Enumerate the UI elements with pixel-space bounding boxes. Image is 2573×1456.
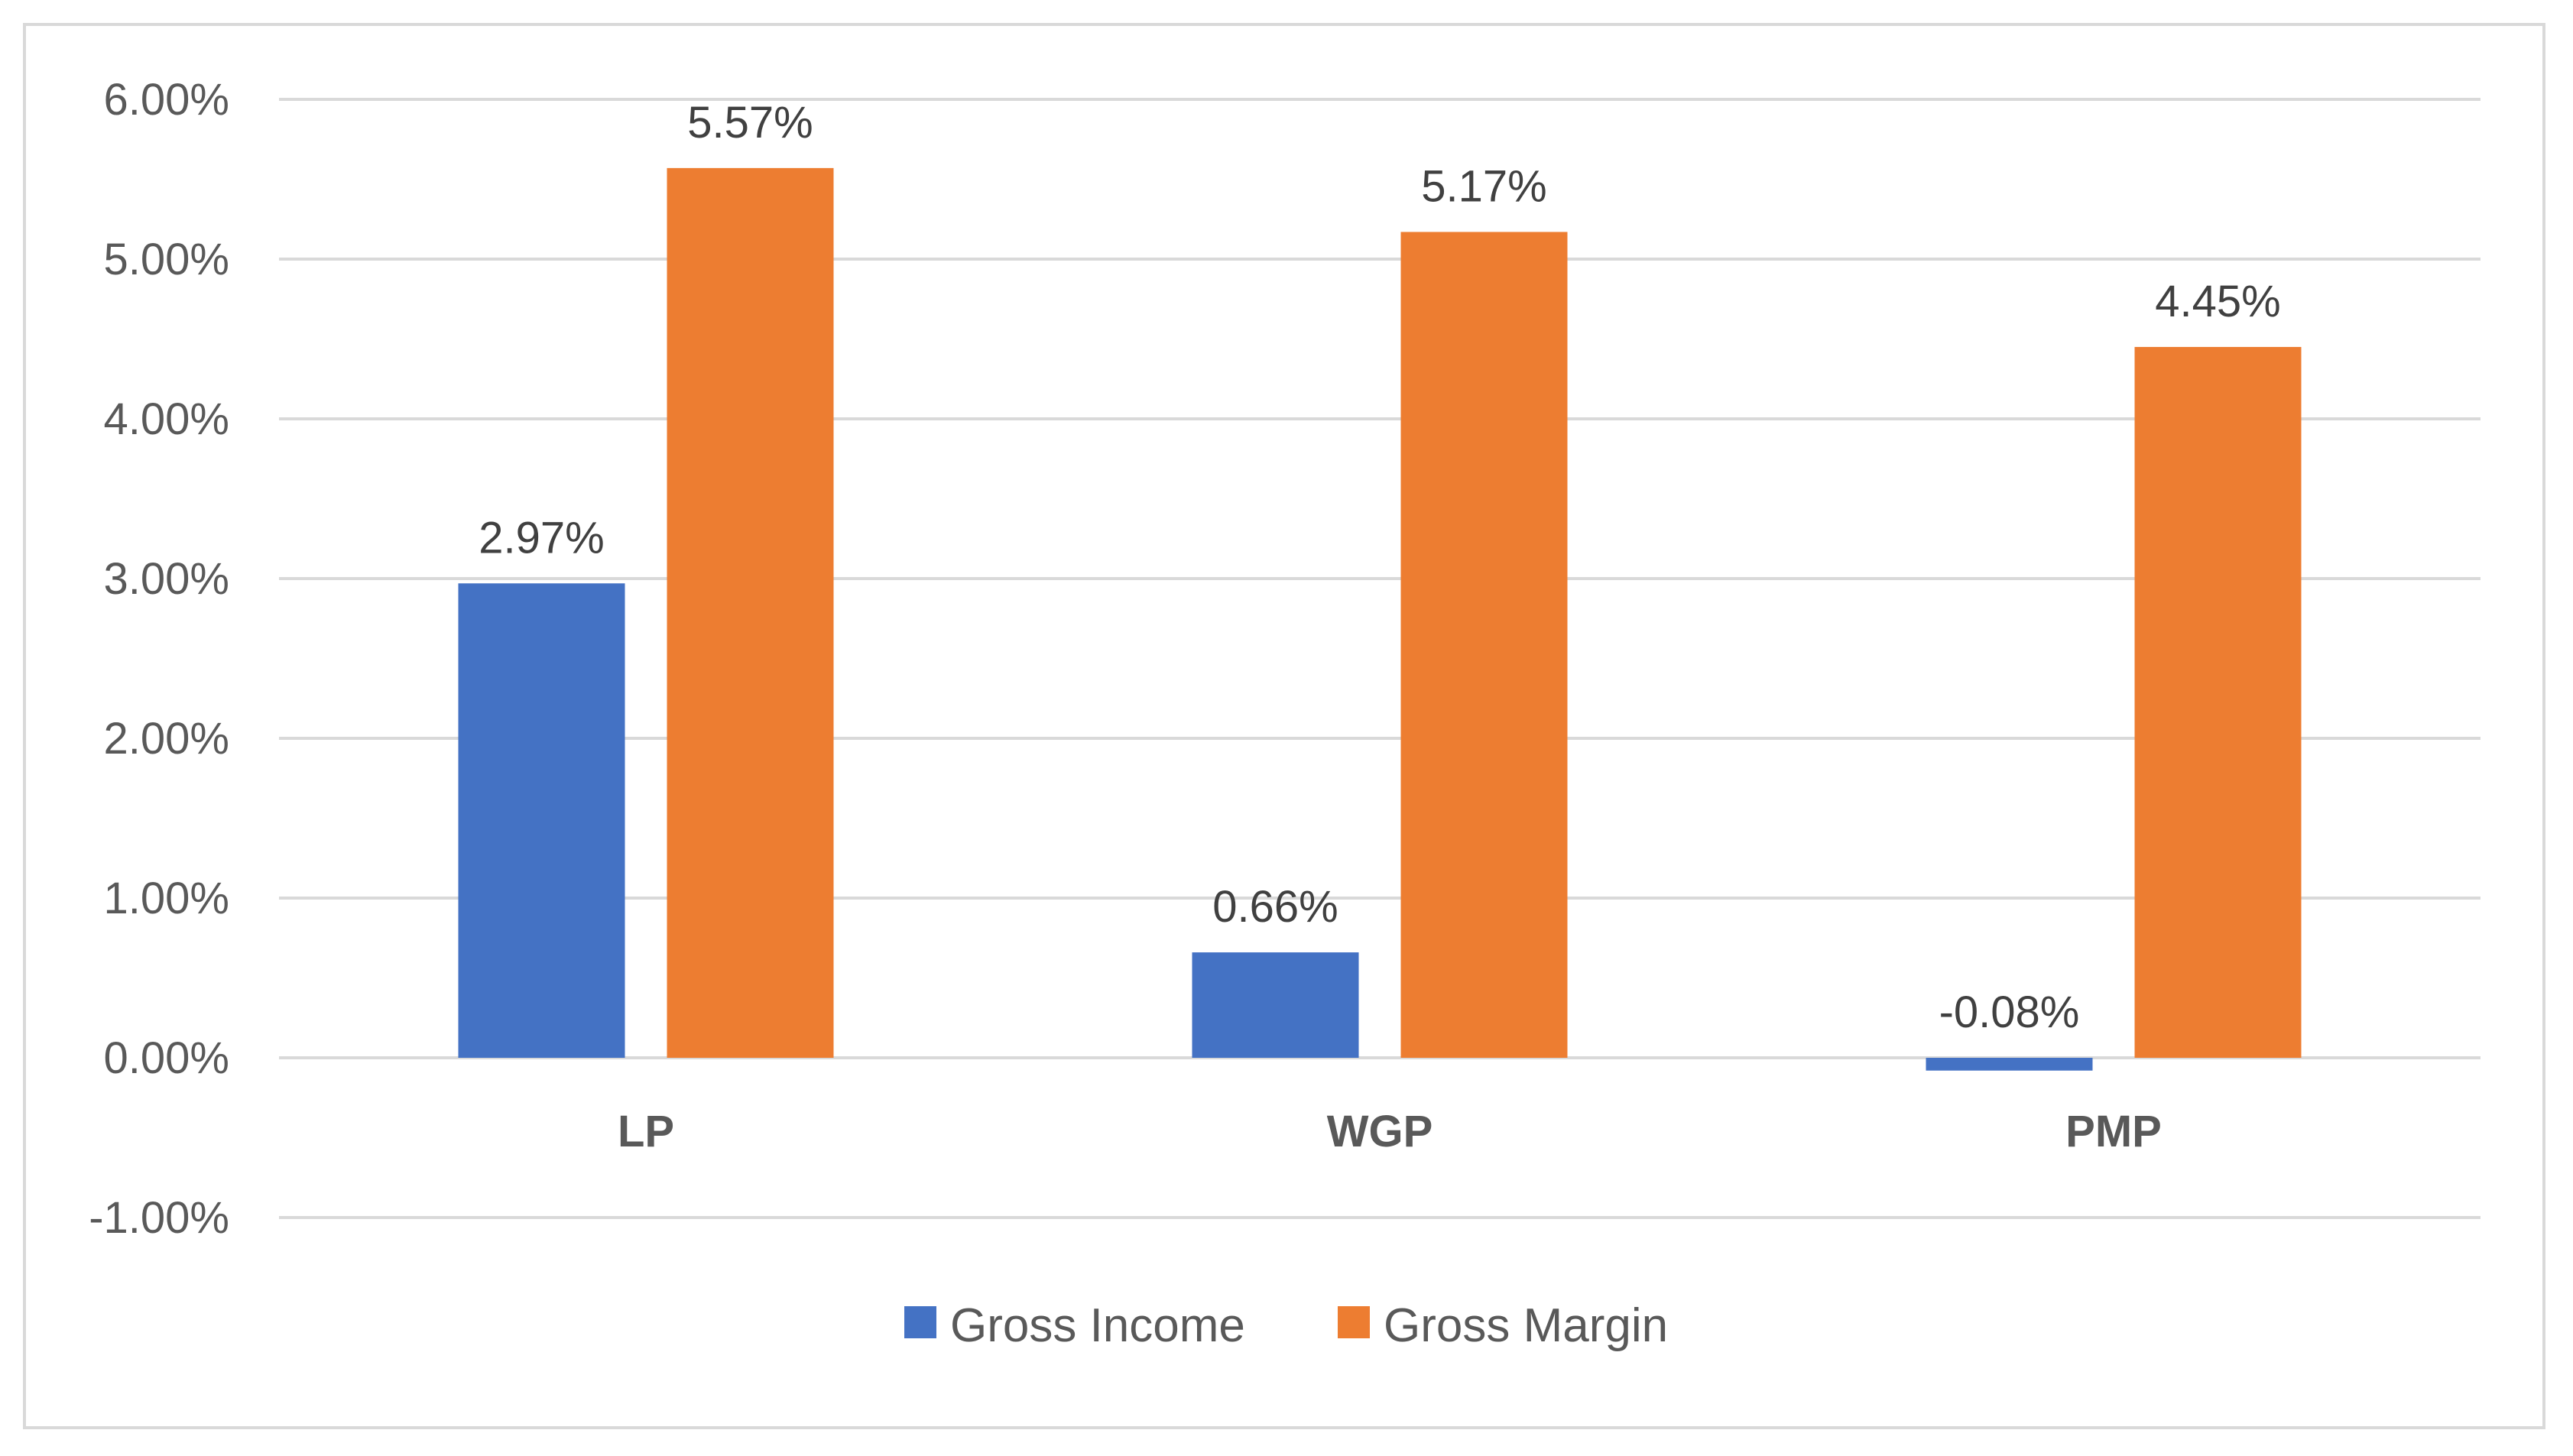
y-axis-tick-labels: 6.00% 5.00% 4.00% 3.00% 2.00% 1.00% 0.00% -1.00…: [89, 75, 229, 1243]
legend-swatch: [904, 1306, 936, 1338]
legend-swatch: [1338, 1306, 1370, 1338]
bars: [458, 167, 2302, 1071]
data-label: 0.66%: [1212, 882, 1338, 932]
chart-frame: [23, 23, 2545, 1429]
y-tick-label: 5.00%: [104, 235, 229, 284]
bar-gross-income: [1926, 1058, 2093, 1071]
category-label: PMP: [2065, 1107, 2162, 1156]
bar-gross-income: [458, 583, 625, 1058]
y-tick-label: 1.00%: [104, 874, 229, 923]
legend-label: Gross Income: [950, 1299, 1245, 1352]
y-tick-label: 6.00%: [104, 75, 229, 125]
category-label: LP: [618, 1107, 674, 1156]
category-labels: LP WGP PMP: [618, 1107, 2162, 1156]
data-label: 5.57%: [687, 98, 813, 148]
y-tick-label: 4.00%: [104, 394, 229, 444]
data-labels: 2.97% 5.57% 0.66% 5.17% -0.08% 4.45%: [479, 98, 2280, 1037]
data-label: 2.97%: [479, 513, 604, 563]
y-tick-label: 0.00%: [104, 1033, 229, 1083]
bar-gross-margin: [667, 167, 834, 1058]
gridlines: [279, 98, 2481, 1219]
y-tick-label: 3.00%: [104, 554, 229, 604]
bar-gross-income: [1192, 952, 1359, 1058]
data-label: -0.08%: [1939, 987, 2080, 1037]
bar-gross-margin: [1400, 232, 1568, 1059]
y-tick-label: -1.00%: [89, 1193, 229, 1243]
legend: Gross Income Gross Margin: [904, 1299, 1668, 1352]
bar-gross-margin: [2134, 346, 2302, 1058]
data-label: 4.45%: [2155, 277, 2280, 326]
legend-label: Gross Margin: [1384, 1299, 1668, 1352]
y-tick-label: 2.00%: [104, 714, 229, 764]
category-label: WGP: [1327, 1107, 1433, 1156]
data-label: 5.17%: [1421, 161, 1546, 211]
